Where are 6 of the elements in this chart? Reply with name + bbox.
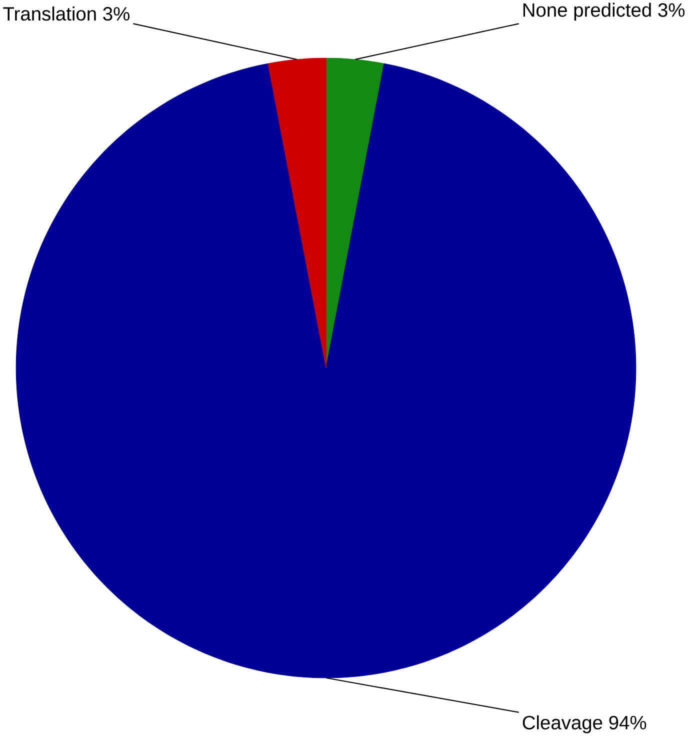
data-label: 94% xyxy=(609,716,646,730)
data-label: 3% xyxy=(103,7,130,21)
slice-label: Cleavage xyxy=(522,715,602,734)
slice-label: None predicted xyxy=(523,2,651,21)
slice-label: Translation xyxy=(3,6,96,21)
data-label: 3% xyxy=(658,3,685,17)
